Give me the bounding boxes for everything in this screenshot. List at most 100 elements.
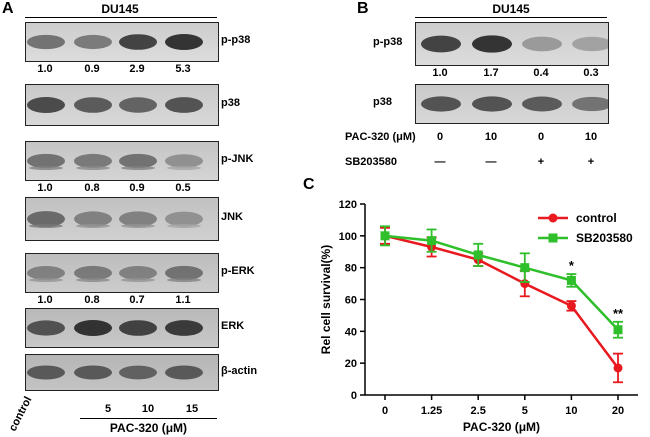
b-p38-blot-band-4 (572, 96, 608, 112)
legend-label-control: control (576, 211, 617, 225)
series-line-control (384, 234, 619, 369)
erk-blot-band-1 (27, 320, 65, 336)
b-p-p38-blot-band-4 (572, 36, 608, 52)
condition-sb-lane-3: + (537, 156, 545, 168)
y-axis-label: Rel cell survival(%) (319, 245, 333, 354)
p-erk-blot-lower-band-4 (167, 278, 201, 282)
beta-actin-blot-band-3 (119, 365, 157, 380)
x-tick-label: 0 (382, 405, 388, 417)
data-point-control (566, 301, 576, 311)
legend-marker-control (548, 213, 558, 223)
p-jnk-blot-band-3 (119, 153, 157, 169)
significance-marker: ** (613, 306, 624, 321)
p-p38-blot-band-2 (74, 34, 112, 50)
x-tick-label: 1.25 (421, 405, 442, 417)
beta-actin-blot-band-4 (165, 365, 203, 380)
series-line-sb203580 (384, 234, 619, 331)
p-jnk-blot-band-4 (165, 154, 203, 168)
p-p38-blot-band-4 (165, 34, 203, 50)
p-erk-blot-quant-1: 1.0 (37, 294, 53, 306)
y-tick-label: 40 (345, 326, 357, 338)
panel-a-header-rule (25, 17, 217, 18)
beta-actin-blot-band-2 (74, 365, 112, 380)
p-jnk-blot-quant-2: 0.8 (84, 182, 100, 194)
b-p38-blot-band-2 (472, 96, 512, 112)
b-p38-blot-label: p38 (373, 96, 392, 108)
jnk-blot-band-1 (27, 211, 65, 227)
erk-blot-band-2 (74, 320, 112, 336)
condition-pac320-lane-1: 0 (436, 131, 444, 143)
p-jnk-blot-lower-band-1 (29, 166, 63, 170)
b-p38-blot-band-3 (522, 96, 562, 112)
p-erk-blot-lower-band-2 (76, 278, 110, 282)
panel-c-letter: C (303, 176, 315, 193)
p-erk-blot-quant-2: 0.8 (84, 294, 100, 306)
p-erk-blot-band-1 (27, 266, 65, 280)
y-tick-label: 100 (339, 231, 357, 243)
lane-label-5: 5 (104, 403, 112, 415)
p-erk-blot-lower-band-1 (29, 278, 63, 282)
b-p-p38-blot-quant-1: 1.0 (432, 67, 448, 79)
jnk-blot-band-2 (74, 211, 112, 227)
panel-b-letter: B (357, 0, 369, 17)
p-erk-blot-lower-band-3 (121, 278, 155, 282)
condition-sb-lane-4: + (587, 156, 595, 168)
erk-blot-band-3 (119, 320, 157, 336)
p-jnk-blot (25, 141, 219, 181)
condition-sb-lane-2: — (485, 156, 497, 168)
p-p38-blot (25, 22, 219, 62)
p-erk-blot (25, 253, 219, 293)
data-point-sb203580 (427, 236, 437, 246)
p-p38-blot-band-3 (119, 34, 157, 50)
p-erk-blot-quant-3: 0.7 (129, 294, 145, 306)
y-tick-label: 60 (345, 295, 357, 307)
b-p-p38-blot-band-3 (522, 36, 562, 52)
p-p38-blot-quant-3: 2.9 (129, 63, 145, 75)
p-jnk-blot-lower-band-2 (76, 166, 110, 170)
condition-sb-lane-1: — (434, 156, 446, 168)
jnk-blot-label: JNK (221, 211, 244, 223)
p-erk-blot-band-2 (74, 265, 112, 281)
beta-actin-blot-label: β-actin (221, 364, 258, 377)
control-lane-label-box: control (4, 392, 56, 436)
jnk-blot-lower-band-3 (121, 224, 155, 228)
b-p38-blot-band-1 (421, 96, 461, 112)
beta-actin-blot-band-1 (27, 365, 65, 380)
b-p-p38-blot-quant-3: 0.4 (533, 67, 549, 79)
condition-pac320-lane-3: 0 (537, 131, 545, 143)
p-p38-blot-band-1 (27, 34, 65, 50)
p-jnk-blot-lower-band-4 (167, 166, 201, 170)
legend-label-sb203580: SB203580 (576, 231, 633, 245)
data-point-control (613, 363, 623, 373)
panel-a-cell-line: DU145 (101, 2, 139, 16)
p-jnk-blot-quant-3: 0.9 (129, 182, 145, 194)
y-tick-label: 80 (345, 263, 357, 275)
p38-blot-band-1 (27, 97, 65, 113)
panel-b-cell-line: DU145 (492, 2, 530, 16)
b-p-p38-blot-band-1 (421, 35, 461, 53)
p38-blot-label: p38 (221, 97, 240, 109)
lane-label-15: 15 (185, 403, 199, 415)
p38-blot (25, 84, 219, 126)
p-p38-blot-quant-2: 0.9 (84, 63, 100, 75)
panel-a-letter: A (2, 0, 14, 17)
survival-chart: 0 20 40 60 80 100 120 0 1.25 2.5 5 10 20 PAC-320 (μM)… (319, 199, 638, 434)
p-jnk-blot-quant-4: 0.5 (175, 182, 191, 194)
erk-blot-label: ERK (221, 320, 245, 332)
data-point-sb203580 (613, 325, 623, 335)
treatment-rule (80, 418, 217, 419)
p38-blot-band-2 (74, 97, 112, 113)
p-jnk-blot-band-2 (74, 153, 112, 169)
p-jnk-blot-label: p-JNK (221, 153, 254, 165)
data-point-sb203580 (473, 250, 483, 260)
p-erk-blot-label: p-ERK (221, 265, 255, 277)
p-jnk-blot-quant-1: 1.0 (37, 182, 53, 194)
lane-label-control: control (6, 394, 35, 434)
data-point-sb203580 (380, 231, 390, 241)
jnk-blot (25, 197, 219, 241)
jnk-blot-lower-band-2 (76, 224, 110, 228)
jnk-blot-band-4 (165, 211, 203, 227)
x-tick-label: 20 (612, 405, 624, 417)
p-p38-blot-quant-1: 1.0 (37, 63, 53, 75)
x-tick-label: 2.5 (471, 405, 486, 417)
